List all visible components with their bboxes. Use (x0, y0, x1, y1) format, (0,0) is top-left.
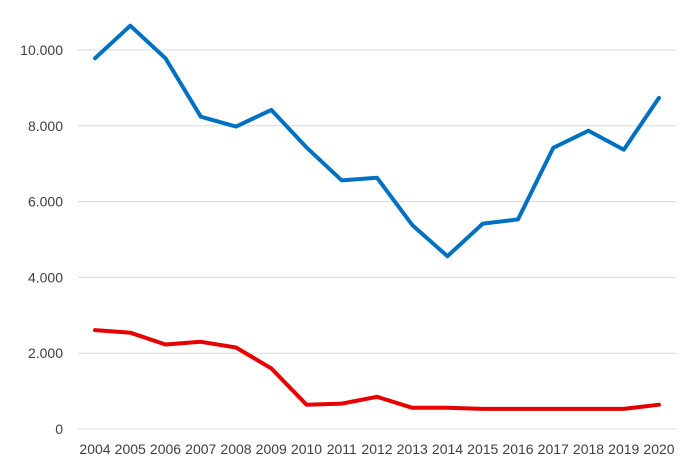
series-1-point-2006 (164, 56, 168, 60)
series-lines (93, 23, 661, 411)
series-1-point-2010 (305, 145, 309, 149)
x-tick-label: 2015 (467, 441, 498, 457)
series-2-point-2005 (128, 331, 132, 335)
x-tick-label: 2017 (538, 441, 569, 457)
series-1-point-2018 (587, 129, 591, 133)
x-tick-label: 2009 (256, 441, 287, 457)
x-tick-label: 2008 (220, 441, 251, 457)
series-2-point-2020 (657, 403, 661, 407)
x-tick-label: 2019 (608, 441, 639, 457)
series-2-point-2013 (410, 406, 414, 410)
y-tick-label: 6.000 (28, 194, 63, 210)
series-2-point-2018 (587, 407, 591, 411)
x-tick-label: 2012 (361, 441, 392, 457)
y-tick-label: 4.000 (28, 269, 63, 285)
y-tick-label: 10.000 (20, 42, 63, 58)
series-1-point-2004 (93, 56, 97, 60)
x-tick-label: 2005 (115, 441, 146, 457)
x-tick-label: 2020 (643, 441, 674, 457)
series-1-point-2012 (375, 176, 379, 180)
series-1-point-2009 (269, 108, 273, 112)
x-tick-label: 2004 (79, 441, 110, 457)
series-line-1 (93, 23, 661, 259)
x-tick-label: 2014 (432, 441, 463, 457)
series-2-point-2015 (481, 407, 485, 411)
series-2-point-2010 (305, 403, 309, 407)
y-tick-label: 2.000 (28, 345, 63, 361)
gridlines (78, 49, 676, 430)
x-tick-label: 2010 (291, 441, 322, 457)
x-tick-label: 2007 (185, 441, 216, 457)
series-1-point-2019 (622, 148, 626, 152)
series-1-point-2011 (340, 178, 344, 182)
series-1-point-2020 (657, 96, 661, 100)
y-tick-label: 0 (55, 421, 63, 437)
series-line-2 (93, 328, 661, 411)
series-1-point-2016 (516, 217, 520, 221)
x-tick-label: 2013 (397, 441, 428, 457)
series-2-point-2008 (234, 346, 238, 350)
x-tick-label: 2016 (502, 441, 533, 457)
x-tick-label: 2006 (150, 441, 181, 457)
x-tick-label: 2018 (573, 441, 604, 457)
series-2-point-2014 (446, 406, 450, 410)
series-2-point-2007 (199, 340, 203, 344)
series-2-point-2019 (622, 407, 626, 411)
series-2-point-2009 (269, 366, 273, 370)
y-axis-ticks: 0 2.000 4.000 6.000 8.000 10.000 (20, 42, 63, 437)
x-tick-label: 2011 (327, 441, 357, 457)
x-axis-ticks: 2004 2005 2006 2007 2008 2009 2010 2011 2012 2013… (79, 441, 674, 457)
y-tick-label: 8.000 (28, 118, 63, 134)
series-1-point-2007 (199, 115, 203, 119)
series-2-point-2016 (516, 407, 520, 411)
series-1-point-2008 (234, 125, 238, 129)
series-2-point-2017 (551, 407, 555, 411)
series-2-point-2006 (164, 342, 168, 346)
series-2-point-2011 (340, 402, 344, 406)
series-1-point-2015 (481, 222, 485, 226)
series-1-point-2014 (446, 254, 450, 258)
series-1-point-2013 (410, 223, 414, 227)
series-2-point-2004 (93, 328, 97, 332)
series-1-point-2005 (128, 24, 132, 28)
series-2-point-2012 (375, 395, 379, 399)
series-1-point-2017 (551, 146, 555, 150)
